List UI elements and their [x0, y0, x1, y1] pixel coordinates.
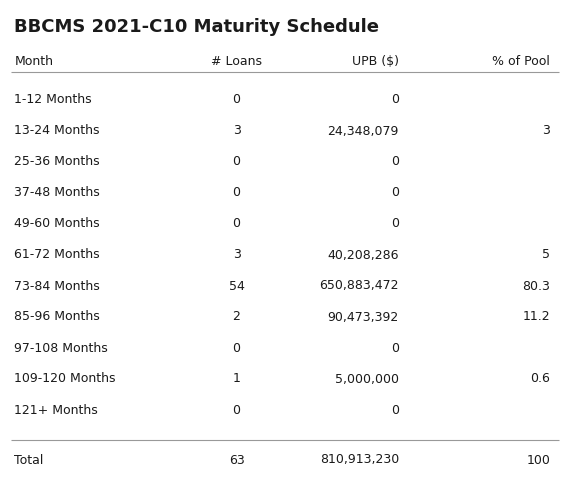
Text: 0: 0: [233, 155, 241, 169]
Text: 73-84 Months: 73-84 Months: [14, 280, 100, 293]
Text: 13-24 Months: 13-24 Months: [14, 125, 100, 137]
Text: 0: 0: [391, 404, 399, 416]
Text: 1: 1: [233, 373, 241, 386]
Text: 3: 3: [542, 125, 550, 137]
Text: 5,000,000: 5,000,000: [335, 373, 399, 386]
Text: Total: Total: [14, 453, 44, 467]
Text: 2: 2: [233, 311, 241, 323]
Text: 0: 0: [391, 187, 399, 200]
Text: 0: 0: [233, 218, 241, 230]
Text: 25-36 Months: 25-36 Months: [14, 155, 100, 169]
Text: 54: 54: [229, 280, 245, 293]
Text: 80.3: 80.3: [522, 280, 550, 293]
Text: 24,348,079: 24,348,079: [328, 125, 399, 137]
Text: 61-72 Months: 61-72 Months: [14, 248, 100, 262]
Text: 100: 100: [526, 453, 550, 467]
Text: Month: Month: [14, 55, 53, 68]
Text: 1-12 Months: 1-12 Months: [14, 94, 92, 107]
Text: 0: 0: [233, 187, 241, 200]
Text: 11.2: 11.2: [523, 311, 550, 323]
Text: 5: 5: [542, 248, 550, 262]
Text: 121+ Months: 121+ Months: [14, 404, 98, 416]
Text: # Loans: # Loans: [211, 55, 262, 68]
Text: 0: 0: [391, 341, 399, 355]
Text: 97-108 Months: 97-108 Months: [14, 341, 108, 355]
Text: 0: 0: [391, 218, 399, 230]
Text: 0: 0: [391, 155, 399, 169]
Text: 810,913,230: 810,913,230: [320, 453, 399, 467]
Text: 49-60 Months: 49-60 Months: [14, 218, 100, 230]
Text: 37-48 Months: 37-48 Months: [14, 187, 100, 200]
Text: 0: 0: [233, 341, 241, 355]
Text: % of Pool: % of Pool: [492, 55, 550, 68]
Text: 3: 3: [233, 248, 241, 262]
Text: 0: 0: [233, 94, 241, 107]
Text: UPB ($): UPB ($): [352, 55, 399, 68]
Text: 0.6: 0.6: [530, 373, 550, 386]
Text: 63: 63: [229, 453, 245, 467]
Text: 0: 0: [391, 94, 399, 107]
Text: 109-120 Months: 109-120 Months: [14, 373, 116, 386]
Text: 85-96 Months: 85-96 Months: [14, 311, 100, 323]
Text: 90,473,392: 90,473,392: [328, 311, 399, 323]
Text: 0: 0: [233, 404, 241, 416]
Text: 3: 3: [233, 125, 241, 137]
Text: 40,208,286: 40,208,286: [328, 248, 399, 262]
Text: 650,883,472: 650,883,472: [320, 280, 399, 293]
Text: BBCMS 2021-C10 Maturity Schedule: BBCMS 2021-C10 Maturity Schedule: [14, 18, 379, 36]
